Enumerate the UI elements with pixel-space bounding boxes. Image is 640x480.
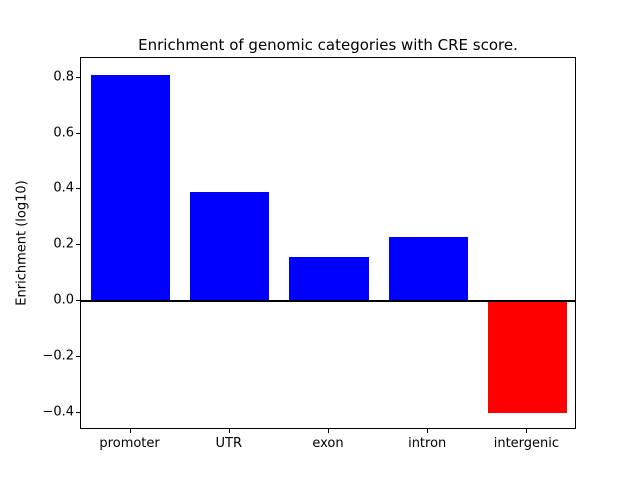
y-axis-label: Enrichment (log10) xyxy=(14,180,30,306)
x-tick-label-exon: exon xyxy=(312,436,344,451)
x-tick-mark xyxy=(228,429,230,433)
x-tick-mark xyxy=(129,429,131,433)
plot-area xyxy=(80,57,576,429)
x-tick-label-UTR: UTR xyxy=(215,436,243,451)
bar-exon xyxy=(289,256,369,302)
chart-title: Enrichment of genomic categories with CR… xyxy=(138,36,518,54)
x-tick-label-promoter: promoter xyxy=(99,436,160,451)
y-tick-mark xyxy=(76,76,80,78)
x-tick-mark xyxy=(427,429,429,433)
y-tick-label: 0.4 xyxy=(53,180,74,196)
y-tick-label: 0.0 xyxy=(53,292,74,308)
y-tick-mark xyxy=(76,356,80,358)
y-tick-mark xyxy=(76,188,80,190)
bar-promoter xyxy=(90,74,171,302)
bar-UTR xyxy=(190,192,270,302)
zero-axis-line xyxy=(81,300,575,303)
x-tick-mark xyxy=(328,429,329,433)
y-tick-mark xyxy=(76,300,80,302)
y-tick-label: 0.8 xyxy=(53,69,74,85)
y-tick-label: −0.4 xyxy=(42,404,74,420)
y-tick-mark xyxy=(76,132,80,134)
x-tick-mark xyxy=(526,429,528,433)
x-tick-label-intron: intron xyxy=(408,436,447,451)
y-tick-mark xyxy=(76,244,80,246)
y-tick-mark xyxy=(76,412,80,414)
x-tick-label-intergenic: intergenic xyxy=(493,436,560,451)
y-tick-label: 0.6 xyxy=(53,125,74,141)
y-tick-label: 0.2 xyxy=(53,236,74,252)
y-tick-label: −0.2 xyxy=(42,348,74,364)
bar-intergenic xyxy=(487,301,568,414)
bar-intron xyxy=(388,237,468,302)
